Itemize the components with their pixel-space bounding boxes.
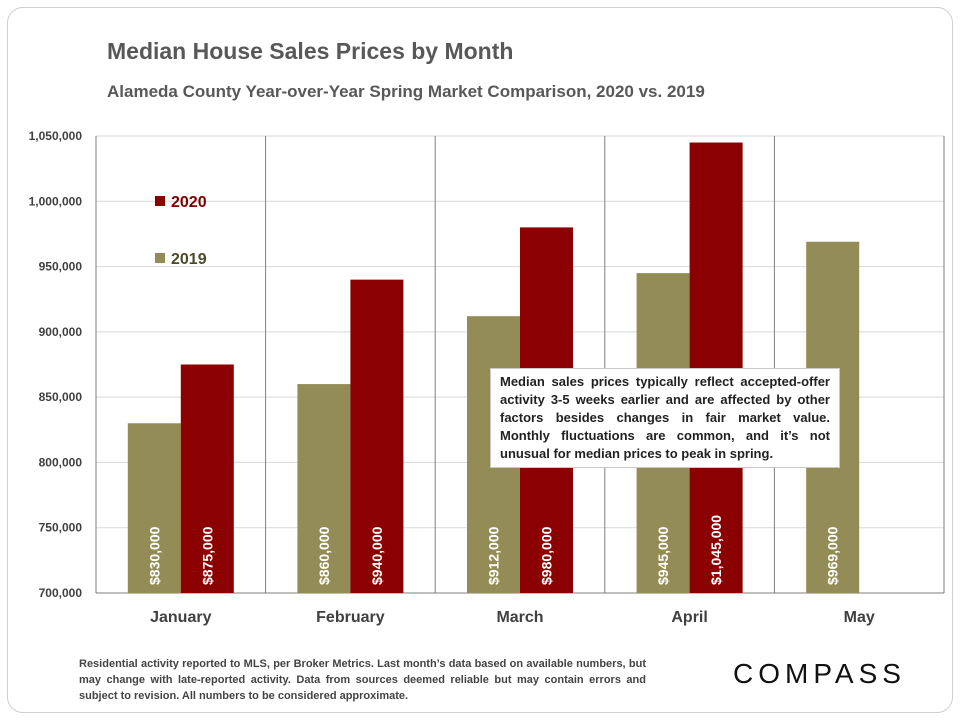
bar-2019 xyxy=(127,423,181,593)
bar-2020 xyxy=(180,364,234,593)
x-tick-label: March xyxy=(496,609,543,626)
bar-value-label: $945,000 xyxy=(655,526,671,585)
y-tick-label: 800,000 xyxy=(39,455,83,469)
x-tick-label: February xyxy=(316,609,385,626)
bar-2020 xyxy=(350,279,404,593)
bar-value-label: $980,000 xyxy=(539,526,555,585)
bar-value-label: $969,000 xyxy=(825,526,841,585)
x-tick-label: January xyxy=(150,609,211,626)
y-tick-label: 850,000 xyxy=(39,390,83,404)
bar-value-label: $875,000 xyxy=(199,526,215,585)
bar-2019 xyxy=(297,384,351,593)
bar-value-label: $830,000 xyxy=(146,526,162,585)
y-tick-label: 1,050,000 xyxy=(29,129,83,143)
y-tick-label: 900,000 xyxy=(39,325,83,339)
y-tick-label: 750,000 xyxy=(39,521,83,535)
chart-subtitle: Alameda County Year-over-Year Spring Mar… xyxy=(107,82,705,101)
legend-label: 2020 xyxy=(171,194,207,211)
y-tick-label: 950,000 xyxy=(39,260,83,274)
y-tick-label: 700,000 xyxy=(39,586,83,600)
legend-label: 2019 xyxy=(171,251,207,268)
x-tick-label: April xyxy=(671,609,707,626)
bar-value-label: $912,000 xyxy=(486,526,502,585)
bar-value-label: $940,000 xyxy=(369,526,385,585)
x-tick-label: May xyxy=(844,609,875,626)
footer-note: Residential activity reported to MLS, pe… xyxy=(79,658,646,702)
compass-logo: COMPASS xyxy=(733,658,906,689)
legend-swatch xyxy=(155,196,165,206)
bar-2020 xyxy=(689,142,743,593)
bar-value-label: $1,045,000 xyxy=(708,515,724,585)
legend-swatch xyxy=(155,253,165,263)
bar-value-label: $860,000 xyxy=(316,526,332,585)
annotation-box: Median sales prices typically reflect ac… xyxy=(490,368,840,468)
chart-title: Median House Sales Prices by Month xyxy=(107,38,514,64)
y-tick-label: 1,000,000 xyxy=(29,194,83,208)
